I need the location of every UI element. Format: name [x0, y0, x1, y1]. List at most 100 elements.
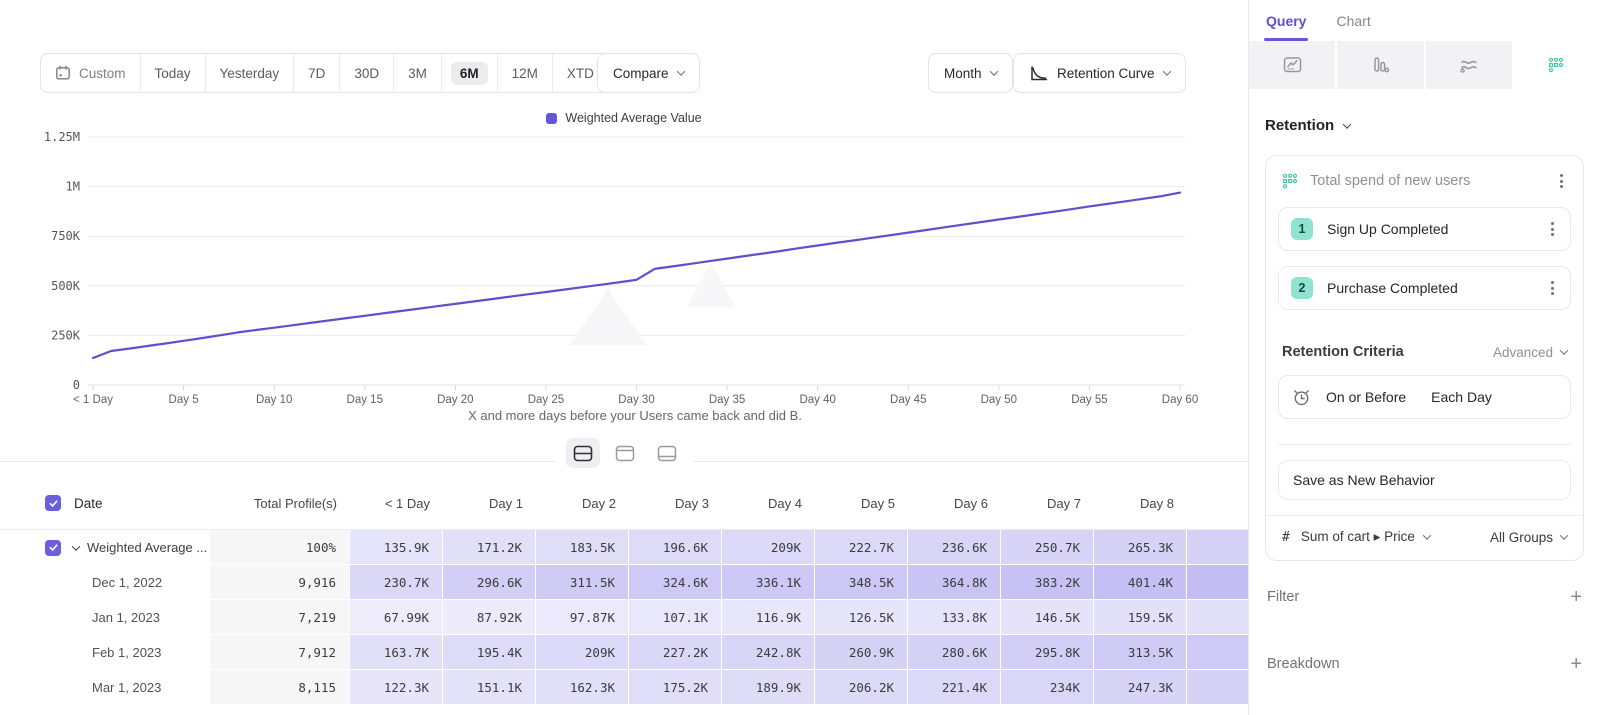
retention-value-cell-partial [1187, 565, 1249, 600]
retention-value-cell: 313.5K [1094, 635, 1187, 670]
preset-label: 6M [450, 61, 488, 85]
table-row: Dec 1, 2022 9,916 230.7K 296.6K 311.5K 324.6K… [0, 565, 1249, 600]
tab-flows[interactable] [1425, 41, 1512, 89]
retention-icon [1549, 57, 1564, 72]
report-section-dropdown[interactable]: Retention [1265, 117, 1584, 134]
retention-value-cell: 195.4K [443, 635, 536, 670]
split-horizontal-icon [573, 445, 593, 461]
tab-chart[interactable]: Chart [1336, 0, 1370, 41]
retention-value-cell-partial [1187, 530, 1249, 565]
table-only-view-toggle[interactable] [650, 438, 684, 468]
retention-criteria-label: Retention Criteria [1282, 344, 1404, 360]
flows-icon [1460, 60, 1477, 73]
retention-criteria-row: Retention Criteria Advanced [1278, 344, 1571, 360]
insights-icon [1283, 57, 1301, 73]
panel-top-icon [615, 445, 635, 461]
add-breakdown-button[interactable]: + [1570, 653, 1582, 675]
preset-30d[interactable]: 30D [339, 54, 393, 92]
retention-value-cell: 401.4K [1094, 565, 1187, 600]
behavior-title: Total spend of new users [1310, 173, 1471, 189]
chart-type-dropdown[interactable]: Retention Curve [1013, 53, 1186, 93]
condition-label: On or Before [1326, 389, 1407, 405]
measure-property-dropdown[interactable]: Sum of cart ▸ Price [1301, 529, 1490, 545]
svg-text:Day 50: Day 50 [981, 394, 1017, 406]
retention-value-cell: 87.92K [443, 600, 536, 635]
column-header-date: Date [30, 477, 210, 529]
preset-label: 7D [308, 65, 326, 81]
step-number-badge: 2 [1291, 277, 1313, 299]
add-filter-button[interactable]: + [1570, 586, 1582, 608]
chart-legend: Weighted Average Value [0, 111, 1248, 125]
svg-text:Day 20: Day 20 [437, 394, 473, 406]
table-row: Weighted Average ... 100% 135.9K 171.2K 183.… [0, 530, 1249, 565]
preset-custom[interactable]: Custom [41, 54, 140, 92]
retention-value-cell: 189.9K [722, 670, 815, 705]
retention-value-cell: 175.2K [629, 670, 722, 705]
row-label-cell: Feb 1, 2023 [30, 635, 210, 670]
table-header: Date Total Profile(s) < 1 Day Day 1 Day 2 Day… [0, 462, 1248, 530]
retention-icon [1282, 173, 1298, 188]
preset-today[interactable]: Today [139, 54, 205, 92]
retention-value-cell: 336.1K [722, 565, 815, 600]
chart-caption: X and more days before your Users came b… [468, 408, 802, 423]
retention-value-cell: 159.5K [1094, 600, 1187, 635]
breakdown-section: Breakdown + [1265, 654, 1584, 674]
tab-query[interactable]: Query [1263, 0, 1309, 41]
tab-retention[interactable] [1513, 41, 1600, 89]
split-view-toggle[interactable] [566, 438, 600, 468]
tab-query-label: Query [1266, 12, 1307, 29]
retention-value-cell: 265.3K [1094, 530, 1187, 565]
groups-dropdown[interactable]: All Groups [1490, 530, 1569, 545]
svg-text:500K: 500K [51, 279, 81, 293]
preset-3m[interactable]: 3M [393, 54, 441, 92]
granularity-dropdown[interactable]: Month [928, 53, 1013, 93]
behavior-card: Total spend of new users 1 Sign Up Compl… [1265, 155, 1584, 561]
svg-text:750K: 750K [51, 229, 81, 243]
view-toggle-group [556, 434, 694, 472]
retention-value-cell-partial [1187, 600, 1249, 635]
preset-xtd[interactable]: XTD [551, 54, 622, 92]
preset-label: Custom [79, 65, 126, 81]
event-step-2[interactable]: 2 Purchase Completed [1278, 266, 1571, 310]
retention-value-cell: 126.5K [815, 600, 908, 635]
criteria-condition[interactable]: On or Before Each Day [1278, 375, 1571, 419]
retention-value-cell: 364.8K [908, 565, 1001, 600]
select-all-checkbox[interactable] [45, 495, 61, 511]
table-row: Jan 1, 2023 7,219 67.99K 87.92K 97.87K 107.1K… [0, 600, 1249, 635]
retention-value-cell: 122.3K [350, 670, 443, 705]
retention-curve-chart[interactable]: 0 250K 500K 750K 1M 1.25M < 1 Day Day 5 Day 10 Da… [0, 0, 1248, 432]
chart-only-view-toggle[interactable] [608, 438, 642, 468]
column-label: Date [74, 495, 103, 511]
row-expander-icon[interactable] [71, 541, 81, 551]
column-header: Day 7 [1047, 495, 1081, 511]
retention-table: Date Total Profile(s) < 1 Day Day 1 Day 2 Day… [0, 462, 1249, 705]
funnels-icon [1374, 56, 1390, 72]
preset-12m[interactable]: 12M [496, 54, 552, 92]
preset-6m[interactable]: 6M [440, 54, 497, 92]
retention-value-cell: 97.87K [536, 600, 629, 635]
row-checkbox[interactable] [45, 539, 61, 556]
tab-funnels[interactable] [1337, 41, 1424, 89]
compare-button[interactable]: Compare [597, 53, 700, 93]
event-step-1[interactable]: 1 Sign Up Completed [1278, 207, 1571, 251]
kebab-menu-icon[interactable] [1547, 277, 1558, 299]
kebab-menu-icon[interactable] [1547, 218, 1558, 240]
series-name: Weighted Average Value [565, 111, 702, 125]
kebab-menu-icon[interactable] [1556, 170, 1567, 192]
preset-7d[interactable]: 7D [293, 54, 339, 92]
panel-bottom-icon [657, 445, 677, 461]
report-section-label: Retention [1265, 117, 1335, 134]
retention-value-cell: 206.2K [815, 670, 908, 705]
preset-yesterday[interactable]: Yesterday [204, 54, 294, 92]
retention-value-cell-partial [1187, 670, 1249, 705]
retention-value-cell: 116.9K [722, 600, 815, 635]
retention-value-cell: 295.8K [1001, 635, 1094, 670]
svg-text:Day 5: Day 5 [169, 394, 199, 406]
retention-value-cell: 247.3K [1094, 670, 1187, 705]
chart-type-label: Retention Curve [1057, 65, 1155, 81]
row-label-cell: Weighted Average ... [30, 530, 210, 565]
criteria-mode-dropdown[interactable]: Advanced [1493, 345, 1569, 360]
save-as-new-behavior-button[interactable]: Save as New Behavior [1278, 460, 1571, 500]
total-profiles-cell: 100% [210, 530, 350, 565]
tab-insights[interactable] [1249, 41, 1336, 89]
